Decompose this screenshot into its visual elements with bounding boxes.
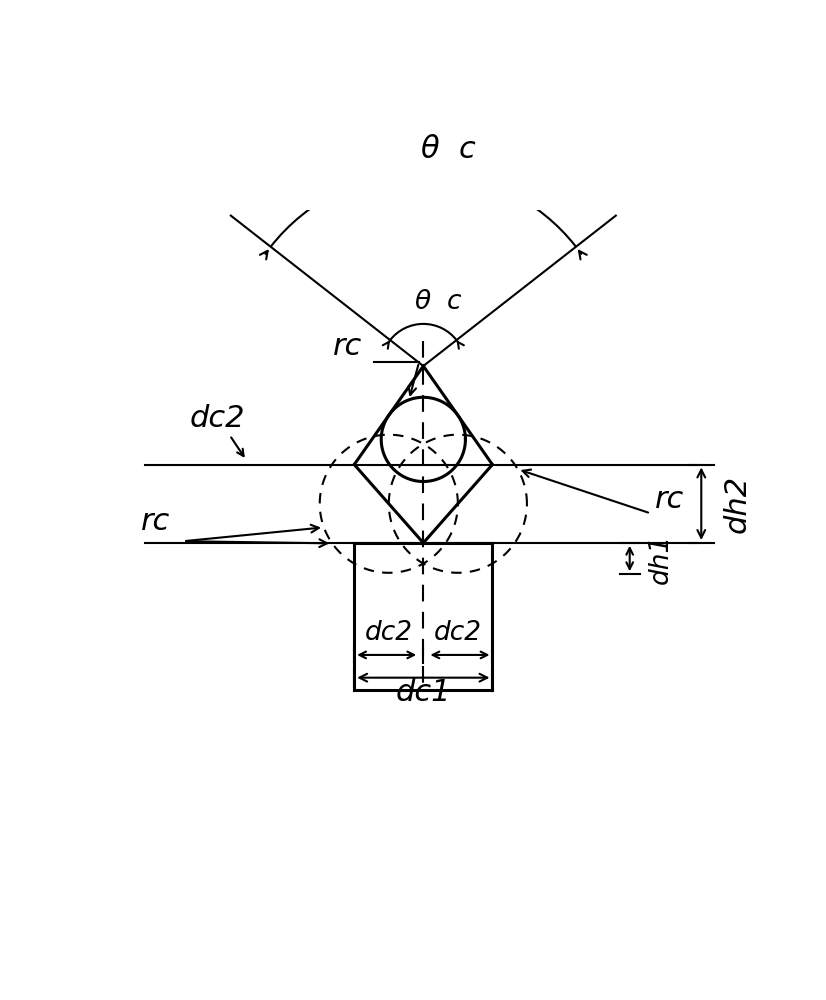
Text: dc1: dc1 (396, 678, 451, 707)
Text: rc: rc (655, 485, 684, 514)
Text: dc2: dc2 (365, 620, 413, 646)
Text: dh2: dh2 (723, 475, 752, 533)
Text: rc: rc (141, 507, 171, 536)
Text: $\theta$  c: $\theta$ c (414, 289, 463, 315)
Text: $\theta$  c: $\theta$ c (420, 135, 477, 164)
Text: dc2: dc2 (189, 404, 244, 433)
Text: rc: rc (333, 332, 362, 361)
Text: dc2: dc2 (434, 620, 482, 646)
Text: dh1: dh1 (648, 533, 674, 584)
